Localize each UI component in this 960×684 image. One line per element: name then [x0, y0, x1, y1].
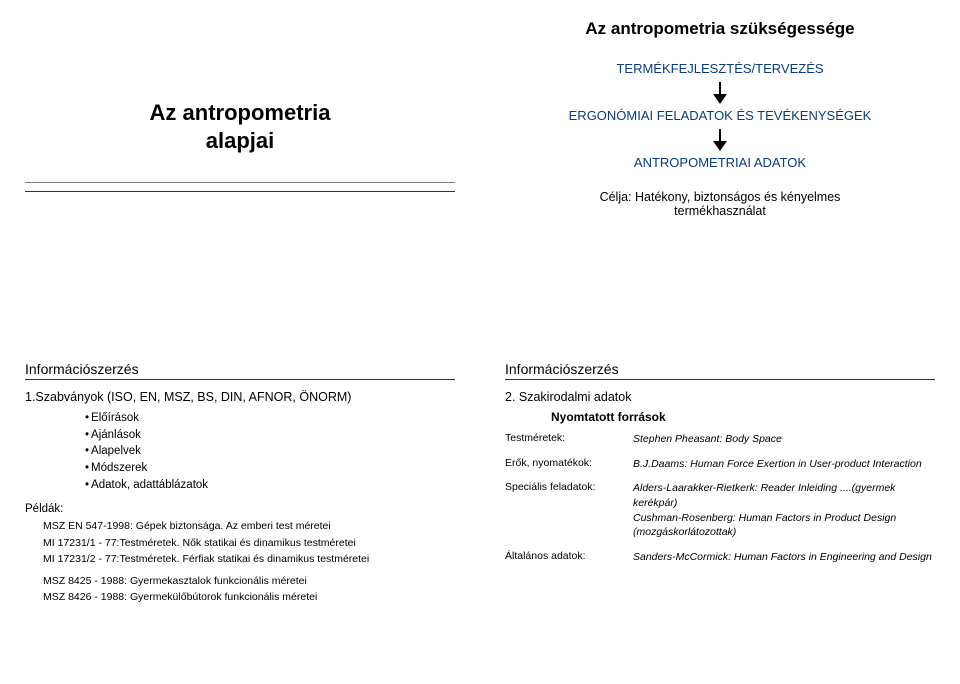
example-item: MI 17231/1 - 77:Testméretek. Nők statika…	[43, 535, 455, 551]
source-row: Testméretek: Stephen Pheasant: Body Spac…	[505, 432, 935, 447]
bullet-item: Adatok, adattáblázatok	[85, 477, 455, 494]
source-value: Alders-Laarakker-Rietkerk: Reader Inleid…	[633, 481, 935, 540]
title-divider	[25, 182, 455, 192]
flow-diagram: TERMÉKFEJLESZTÉS/TERVEZÉS ERGONÓMIAI FEL…	[505, 61, 935, 170]
example-item: MSZ EN 547-1998: Gépek biztonsága. Az em…	[43, 518, 455, 534]
example-item: MI 17231/2 - 77:Testméretek. Férfiak sta…	[43, 551, 455, 567]
goal-line-1: Célja: Hatékony, biztonságos és kényelme…	[600, 190, 841, 204]
arrow-down-icon	[715, 129, 725, 149]
source-key: Speciális feladatok:	[505, 481, 633, 540]
section-rule	[25, 379, 455, 380]
source-row: Speciális feladatok: Alders-Laarakker-Ri…	[505, 481, 935, 540]
slide-1-title: Az antropometria alapjai	[0, 0, 480, 342]
title-line-2: alapjai	[206, 128, 274, 153]
source-key: Erők, nyomatékok:	[505, 457, 633, 472]
example-item: MSZ 8425 - 1988: Gyermekasztalok funkcio…	[43, 573, 455, 589]
section-heading: Információszerzés	[505, 361, 935, 377]
sub-heading: 1.Szabványok (ISO, EN, MSZ, BS, DIN, AFN…	[25, 390, 455, 404]
flow-step-1: TERMÉKFEJLESZTÉS/TERVEZÉS	[505, 61, 935, 76]
source-key: Testméretek:	[505, 432, 633, 447]
sub-heading: 2. Szakirodalmi adatok	[505, 390, 935, 404]
flow-step-2: ERGONÓMIAI FELADATOK ÉS TEVÉKENYSÉGEK	[505, 108, 935, 123]
source-value: Sanders-McCormick: Human Factors in Engi…	[633, 550, 935, 565]
arrow-down-icon	[715, 82, 725, 102]
bullet-item: Ajánlások	[85, 427, 455, 444]
examples-list: MSZ EN 547-1998: Gépek biztonsága. Az em…	[43, 518, 455, 605]
goal-text: Célja: Hatékony, biztonságos és kényelme…	[505, 190, 935, 218]
title-block: Az antropometria alapjai	[25, 99, 455, 154]
section-rule	[505, 379, 935, 380]
source-row: Erők, nyomatékok: B.J.Daams: Human Force…	[505, 457, 935, 472]
bullet-item: Módszerek	[85, 460, 455, 477]
bullet-item: Alapelvek	[85, 443, 455, 460]
source-row: Általános adatok: Sanders-McCormick: Hum…	[505, 550, 935, 565]
section-heading: Információszerzés	[25, 361, 455, 377]
source-value: Stephen Pheasant: Body Space	[633, 432, 935, 447]
source-value: B.J.Daams: Human Force Exertion in User-…	[633, 457, 935, 472]
bullet-item: Előírások	[85, 410, 455, 427]
slide-3-standards: Információszerzés 1.Szabványok (ISO, EN,…	[0, 342, 480, 684]
goal-line-2: termékhasználat	[674, 204, 766, 218]
slide-2-necessity: Az antropometria szükségessége TERMÉKFEJ…	[480, 0, 960, 342]
example-item: MSZ 8426 - 1988: Gyermekülőbútorok funkc…	[43, 589, 455, 605]
slide-4-literature: Információszerzés 2. Szakirodalmi adatok…	[480, 342, 960, 684]
title-line-1: Az antropometria	[150, 100, 331, 125]
source-key: Általános adatok:	[505, 550, 633, 565]
slide-2-title: Az antropometria szükségessége	[505, 19, 935, 39]
flow-step-3: ANTROPOMETRIAI ADATOK	[505, 155, 935, 170]
printed-sources-label: Nyomtatott források	[551, 410, 935, 424]
examples-label: Példák:	[25, 503, 455, 515]
sources-table: Testméretek: Stephen Pheasant: Body Spac…	[505, 432, 935, 565]
bullet-list: Előírások Ajánlások Alapelvek Módszerek …	[85, 410, 455, 493]
